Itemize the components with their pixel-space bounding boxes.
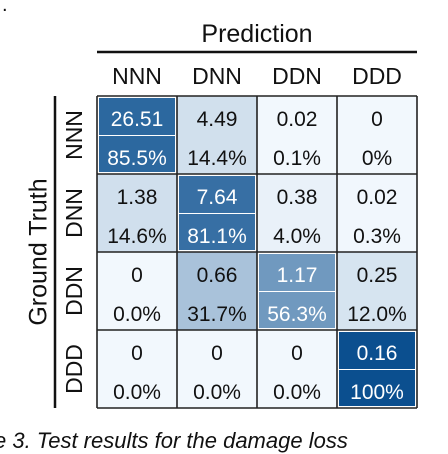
cell-fill	[177, 330, 257, 408]
cell-value-label: 0.66	[197, 264, 238, 287]
cell-percent-label: 81.1%	[187, 225, 247, 248]
cell-fill	[257, 330, 337, 408]
column-tick-label: DDD	[352, 63, 402, 89]
cell-percent-label: 100%	[350, 381, 404, 404]
cell-percent-label: 0.0%	[273, 381, 321, 404]
cell-value-label: 26.51	[111, 108, 164, 131]
cell-fill	[97, 252, 177, 330]
cell-percent-label: 0%	[362, 147, 392, 170]
row-tick-label: DDD	[61, 344, 87, 394]
cell-value-label: 0.16	[357, 342, 398, 365]
caption-fragment-top: .	[2, 0, 8, 16]
cell-value-label: 0	[291, 342, 303, 365]
cell-percent-label: 12.0%	[347, 303, 407, 326]
cell-fill	[177, 252, 257, 330]
cell-value-label: 0.02	[357, 186, 398, 209]
cell-value-label: 0.25	[357, 264, 398, 287]
column-axis-label: Prediction	[201, 20, 312, 48]
cell-percent-fill	[259, 292, 335, 328]
cell-fill	[97, 330, 177, 408]
cell-percent-label: 0.1%	[273, 147, 321, 170]
cell-percent-label: 4.0%	[273, 225, 321, 248]
cell-value-fill	[99, 98, 175, 135]
row-axis-label: Ground Truth	[25, 178, 53, 325]
column-tick-label: DDN	[272, 63, 322, 89]
cell-value-label: 0.38	[277, 186, 318, 209]
column-tick-label: NNN	[112, 63, 162, 89]
cell-fill	[177, 96, 257, 174]
cell-fill	[257, 96, 337, 174]
cell-percent-label: 0.0%	[113, 303, 161, 326]
cell-value-label: 7.64	[197, 186, 238, 209]
row-tick-label: DNN	[61, 188, 87, 238]
row-tick-label: NNN	[61, 110, 87, 160]
cell-percent-label: 0.3%	[353, 225, 401, 248]
cell-value-fill	[259, 254, 335, 291]
cell-percent-label: 31.7%	[187, 303, 247, 326]
cell-percent-label: 14.6%	[107, 225, 167, 248]
cell-percent-fill	[99, 136, 175, 172]
cell-fill	[337, 96, 417, 174]
cell-value-label: 1.17	[277, 264, 318, 287]
cell-fill	[257, 174, 337, 252]
cell-percent-fill	[179, 214, 255, 250]
cell-value-label: 0	[211, 342, 223, 365]
cell-fill	[337, 252, 417, 330]
cell-value-fill	[339, 332, 415, 369]
cell-value-label: 1.38	[117, 186, 158, 209]
row-tick-label: DDN	[61, 266, 87, 316]
cell-value-label: 4.49	[197, 108, 238, 131]
column-tick-label: DNN	[192, 63, 242, 89]
cell-fill	[337, 174, 417, 252]
confusion-matrix-chart: Prediction NNN DNN DDN DDD Ground Truth NNN DNN…	[25, 20, 418, 409]
cell-percent-label: 85.5%	[107, 147, 167, 170]
cell-value-label: 0.02	[277, 108, 318, 131]
cell-value-label: 0	[131, 342, 143, 365]
confusion-matrix-figure: . Prediction NNN DNN DDN DDD Ground Truth NNN D…	[0, 0, 418, 453]
cell-value-label: 0	[371, 108, 383, 131]
caption-fragment-bottom: e 3. Test results for the damage loss	[0, 428, 348, 453]
cell-value-label: 0	[131, 264, 143, 287]
cell-percent-label: 0.0%	[113, 381, 161, 404]
cell-percent-label: 14.4%	[187, 147, 247, 170]
cell-percent-label: 56.3%	[267, 303, 327, 326]
cell-fill	[97, 174, 177, 252]
cell-value-fill	[179, 176, 255, 213]
cell-percent-label: 0.0%	[193, 381, 241, 404]
cell-percent-fill	[339, 370, 415, 406]
